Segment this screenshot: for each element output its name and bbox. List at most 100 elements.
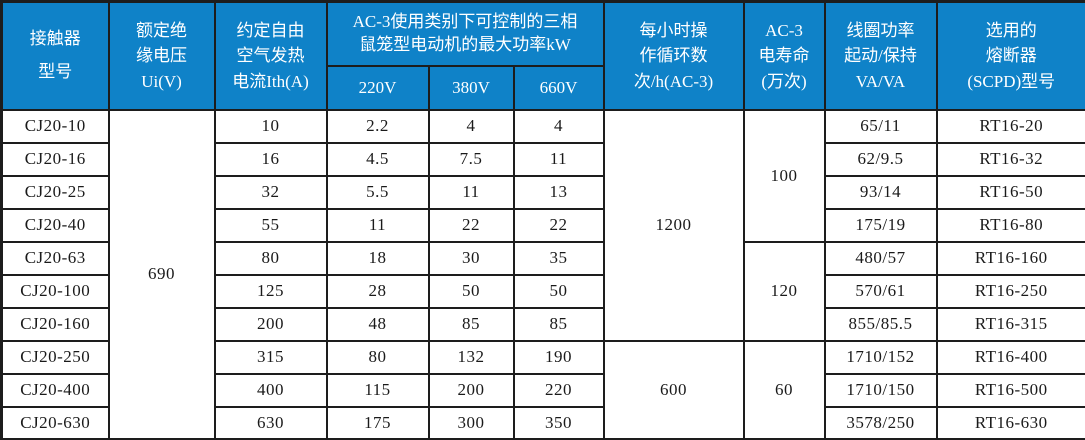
cell-kw-220: 11 [325,207,430,243]
cell-kw-660: 11 [512,141,605,177]
header-line: 起动/保持 [844,46,917,65]
cell-ac3-life: 120 [742,240,826,342]
cell-model: CJ20-10 [0,108,110,144]
cell-fuse-model: RT16-80 [935,207,1085,243]
table-row: CJ20-160 200 48 85 85 855/85.5 RT16-315 [0,306,1085,342]
cell-kw-660: 190 [512,339,605,375]
table-row: CJ20-25 32 5.5 11 13 93/14 RT16-50 [0,174,1085,210]
cell-ith: 200 [213,306,328,342]
col-header-ac3-electrical-life: AC-3 电寿命 (万次) [742,0,826,111]
header-line: 型号 [38,61,73,81]
cell-coil-power: 65/11 [823,108,938,144]
cell-coil-power: 175/19 [823,207,938,243]
cell-fuse-model: RT16-400 [935,339,1085,375]
table-row: CJ20-63 80 18 30 35 120 480/57 RT16-160 [0,240,1085,342]
cell-coil-power: 480/57 [823,240,938,276]
header-row-1: 接触器 型号 额定绝 缘电压 Ui(V) 约定自由 空气发热 电流Ith(A) … [0,0,1085,111]
cell-fuse-model: RT16-315 [935,306,1085,342]
cell-ith: 315 [213,339,328,375]
cell-kw-660: 13 [512,174,605,210]
header-line: 鼠笼型电动机的最大功率kW [359,34,571,54]
cell-kw-220: 2.2 [325,108,430,144]
cell-ith: 16 [213,141,328,177]
cell-ith: 630 [213,405,328,440]
cell-kw-660: 50 [512,273,605,309]
header-line: 线圈功率 [846,20,915,40]
cell-model: CJ20-250 [0,339,110,375]
header-line: 缘电压 [136,46,187,65]
cell-kw-220: 48 [325,306,430,342]
table-row: CJ20-630 630 175 300 350 3578/250 RT16-6… [0,405,1085,440]
table-row: CJ20-400 400 115 200 220 1710/150 RT16-5… [0,372,1085,408]
cell-coil-power: 570/61 [823,273,938,309]
header-line: AC-3使用类别下可控制的三相 [352,11,578,31]
cell-kw-380: 11 [427,174,515,210]
cell-kw-220: 28 [325,273,430,309]
cell-fuse-model: RT16-160 [935,240,1085,276]
cell-coil-power: 62/9.5 [823,141,938,177]
cell-kw-220: 18 [325,240,430,276]
header-line: 额定绝 [136,20,187,40]
cell-fuse-model: RT16-32 [935,141,1085,177]
cell-fuse-model: RT16-500 [935,372,1085,408]
table-row: CJ20-100 125 28 50 50 570/61 RT16-250 [0,273,1085,309]
cell-coil-power: 855/85.5 [823,306,938,342]
cell-kw-660: 85 [512,306,605,342]
cell-kw-220: 4.5 [325,141,430,177]
cell-model: CJ20-16 [0,141,110,177]
cell-kw-380: 200 [427,372,515,408]
cell-kw-380: 300 [427,405,515,440]
table-row: CJ20-250 315 80 132 190 600 60 1710/152 … [0,339,1085,440]
cell-ops-cycles: 600 [602,339,745,440]
cell-coil-power: 3578/250 [823,405,938,440]
cell-ac3-life: 100 [742,108,826,243]
cell-kw-220: 80 [325,339,430,375]
cell-kw-380: 22 [427,207,515,243]
cell-ith: 125 [213,273,328,309]
cell-model: CJ20-630 [0,405,110,440]
cell-kw-220: 5.5 [325,174,430,210]
cell-kw-220: 115 [325,372,430,408]
cell-kw-660: 22 [512,207,605,243]
cell-coil-power: 1710/152 [823,339,938,375]
cell-ith: 80 [213,240,328,276]
header-line: 电流Ith(A) [232,71,309,91]
cell-kw-660: 350 [512,405,605,440]
cell-fuse-model: RT16-20 [935,108,1085,144]
cell-kw-660: 4 [512,108,605,144]
cell-fuse-model: RT16-50 [935,174,1085,210]
cell-model: CJ20-400 [0,372,110,408]
header-line: 电寿命 [758,46,810,65]
header-line: 次/h(AC-3) [633,71,714,91]
header-row-2: 220V 380V 660V [2,64,1085,111]
col-header-coil-power: 线圈功率 起动/保持 VA/VA [823,0,938,111]
col-header-model: 接触器 型号 [0,0,110,111]
header-line: (SCPD)型号 [967,71,1056,91]
cell-kw-660: 220 [512,372,605,408]
cell-kw-380: 4 [427,108,515,144]
header-line: 作循环数 [639,46,708,65]
table-row: CJ20-40 55 11 22 22 175/19 RT16-80 [0,207,1085,243]
cell-ith: 400 [213,372,328,408]
cell-model: CJ20-25 [0,174,110,210]
cell-kw-380: 85 [427,306,515,342]
header-line: VA/VA [855,71,906,91]
cell-coil-power: 1710/150 [823,372,938,408]
col-header-max-motor-power-kw: AC-3使用类别下可控制的三相 鼠笼型电动机的最大功率kW [325,0,605,67]
header-line: (万次) [761,71,807,91]
cell-model: CJ20-40 [0,207,110,243]
cell-kw-380: 132 [427,339,515,375]
header-line: AC-3 [765,20,803,40]
header-line: 接触器 [29,29,81,49]
cell-ac3-life: 60 [742,339,826,440]
header-line: 选用的 [985,20,1037,40]
cell-kw-380: 7.5 [427,141,515,177]
cell-ops-cycles: 1200 [602,108,745,342]
header-line: 约定自由 [236,20,305,40]
cell-fuse-model: RT16-250 [935,273,1085,309]
col-header-660v: 660V [512,64,605,111]
cell-coil-power: 93/14 [823,174,938,210]
cell-kw-380: 30 [427,240,515,276]
cell-kw-380: 50 [427,273,515,309]
